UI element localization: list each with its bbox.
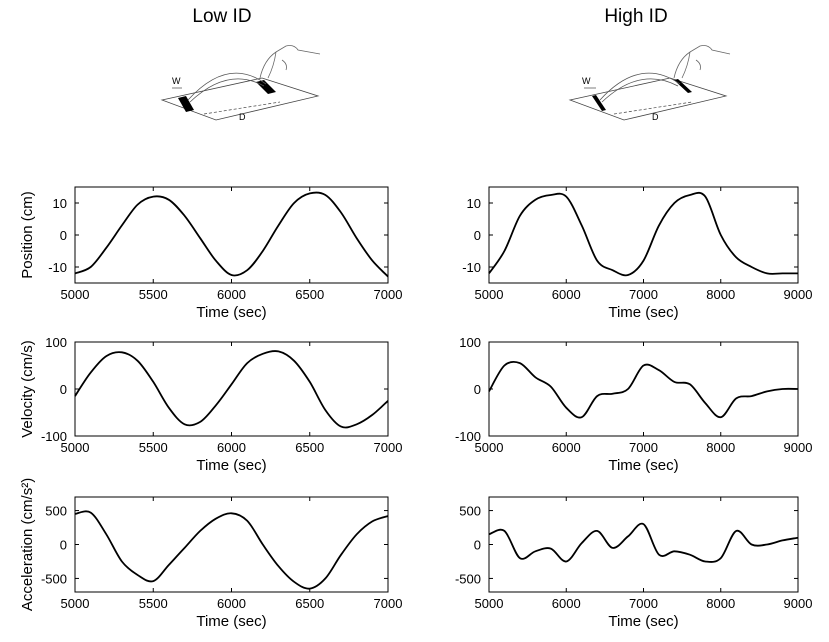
illustration-high-id: D W xyxy=(568,45,731,122)
y-tick-label: 0 xyxy=(474,228,481,243)
x-tick-label: 5500 xyxy=(139,287,168,302)
x-tick-label: 5000 xyxy=(475,440,504,455)
column-title-low-id: Low ID xyxy=(192,6,251,27)
x-tick-label: 5000 xyxy=(475,596,504,611)
plot-frame xyxy=(488,341,799,437)
y-tick-label: 500 xyxy=(45,504,67,519)
x-tick-label: 6500 xyxy=(295,440,324,455)
x-tick-label: 9000 xyxy=(784,596,813,611)
target-left xyxy=(592,95,606,111)
x-tick-label: 6000 xyxy=(552,596,581,611)
chart-low-acceleration: 5000 5500 6000 6500 7000 -500 0 500 Time (sec) Ac… xyxy=(19,478,402,630)
x-tick-label: 8000 xyxy=(706,287,735,302)
x-tick-label: 6000 xyxy=(552,287,581,302)
y-tick-label: 500 xyxy=(459,504,481,519)
y-axis-label: Velocity (cm/s) xyxy=(19,340,36,438)
x-tick-label: 6000 xyxy=(217,287,246,302)
y-axis-label: Acceleration (cm/s²) xyxy=(19,478,36,611)
chart-high-position: 5000 6000 7000 8000 9000 -10 0 10 Time (sec) xyxy=(462,186,813,321)
y-tick-label: 0 xyxy=(474,538,481,553)
distance-arrow xyxy=(613,101,693,115)
target-right xyxy=(256,80,276,94)
x-tick-label: 5000 xyxy=(61,440,90,455)
y-tick-label: 0 xyxy=(474,382,481,397)
y-tick-label: 0 xyxy=(60,382,67,397)
distance-arrow xyxy=(203,101,281,115)
y-tick-label: 10 xyxy=(467,196,481,211)
x-tick-label: 7000 xyxy=(374,287,403,302)
column-title-high-id: High ID xyxy=(604,6,667,27)
y-tick-label: -10 xyxy=(48,260,67,275)
x-tick-label: 8000 xyxy=(706,596,735,611)
d-label: D xyxy=(652,112,659,122)
x-tick-label: 6500 xyxy=(295,596,324,611)
x-tick-label: 7000 xyxy=(629,440,658,455)
y-axis-label: Position (cm) xyxy=(19,191,36,279)
y-tick-label: 10 xyxy=(53,196,67,211)
hand-outline xyxy=(673,45,731,79)
y-tick-label: -10 xyxy=(462,260,481,275)
y-tick-label: -500 xyxy=(455,571,481,586)
y-tick-label: 0 xyxy=(60,538,67,553)
x-tick-label: 6500 xyxy=(295,287,324,302)
series-line xyxy=(74,350,389,429)
w-label: W xyxy=(172,76,181,86)
y-tick-label: 0 xyxy=(60,228,67,243)
hand-outline xyxy=(259,45,321,79)
x-tick-label: 5000 xyxy=(475,287,504,302)
y-tick-label: -100 xyxy=(455,429,481,444)
y-tick-label: -500 xyxy=(41,571,67,586)
plot-frame xyxy=(74,341,389,437)
x-tick-label: 6000 xyxy=(552,440,581,455)
series-line xyxy=(488,522,799,563)
x-axis-label: Time (sec) xyxy=(196,613,266,630)
x-tick-label: 9000 xyxy=(784,287,813,302)
w-label: W xyxy=(582,76,591,86)
illustration-low-id: D W xyxy=(160,45,321,122)
x-tick-label: 8000 xyxy=(706,440,735,455)
d-label: D xyxy=(239,112,246,122)
x-tick-label: 7000 xyxy=(629,596,658,611)
x-tick-label: 7000 xyxy=(629,287,658,302)
movement-arc-inner xyxy=(189,78,265,103)
x-axis-label: Time (sec) xyxy=(196,457,266,474)
x-axis-label: Time (sec) xyxy=(608,613,678,630)
task-board xyxy=(160,77,320,121)
y-tick-label: 100 xyxy=(45,335,67,350)
x-axis-label: Time (sec) xyxy=(608,304,678,321)
target-left xyxy=(178,96,194,112)
x-tick-label: 5000 xyxy=(61,287,90,302)
y-tick-label: 100 xyxy=(459,335,481,350)
series-line xyxy=(488,360,799,419)
movement-arc xyxy=(187,72,267,101)
x-axis-label: Time (sec) xyxy=(608,457,678,474)
x-tick-label: 5500 xyxy=(139,596,168,611)
series-line xyxy=(74,510,389,590)
series-line xyxy=(488,191,798,277)
movement-arc-inner xyxy=(601,78,679,103)
x-tick-label: 5000 xyxy=(61,596,90,611)
chart-low-position: 5000 5500 6000 6500 7000 -10 0 10 Time (sec) Posi… xyxy=(19,186,403,321)
x-tick-label: 9000 xyxy=(784,440,813,455)
target-right xyxy=(674,79,692,93)
y-tick-label: -100 xyxy=(41,429,67,444)
series-line xyxy=(74,191,389,278)
plot-frame xyxy=(74,496,389,593)
chart-high-velocity: 5000 6000 7000 8000 9000 -100 0 100 Time (sec) xyxy=(455,335,812,474)
x-tick-label: 6000 xyxy=(217,596,246,611)
x-tick-label: 7000 xyxy=(374,596,403,611)
movement-arc xyxy=(599,72,681,101)
x-tick-label: 5500 xyxy=(139,440,168,455)
chart-low-velocity: 5000 5500 6000 6500 7000 -100 0 100 Time (sec) Ve… xyxy=(19,335,402,474)
task-board xyxy=(568,77,728,121)
x-tick-label: 6000 xyxy=(217,440,246,455)
plot-frame xyxy=(488,186,799,284)
plot-frame xyxy=(74,186,389,284)
chart-high-acceleration: 5000 6000 7000 8000 9000 -500 0 500 Time (sec) xyxy=(455,496,813,630)
x-axis-label: Time (sec) xyxy=(196,304,266,321)
x-tick-label: 7000 xyxy=(374,440,403,455)
